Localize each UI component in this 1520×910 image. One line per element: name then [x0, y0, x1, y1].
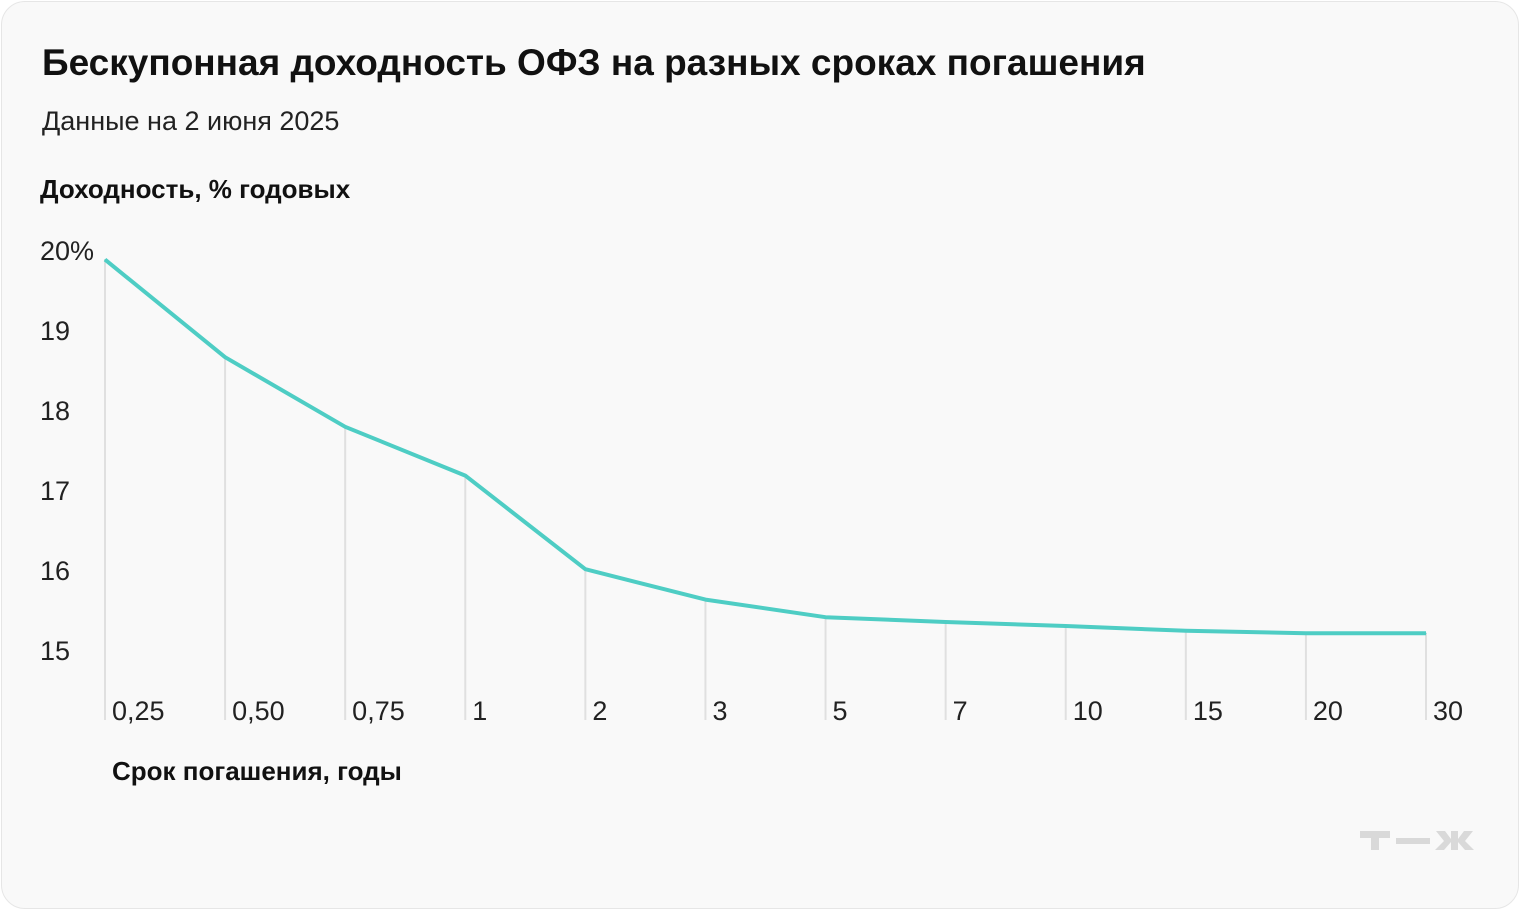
- data-point: [1425, 632, 1427, 634]
- x-tick-label: 1: [472, 696, 487, 726]
- y-tick-label: 17: [40, 476, 70, 506]
- y-tick-label: 16: [40, 556, 70, 586]
- data-point: [704, 599, 706, 601]
- x-tick-label: 0,25: [112, 696, 165, 726]
- y-tick-label: 19: [40, 316, 70, 346]
- y-tick-label: 18: [40, 396, 70, 426]
- data-point: [104, 259, 106, 261]
- x-tick-label: 5: [833, 696, 848, 726]
- x-tick-label: 15: [1193, 696, 1223, 726]
- data-point: [825, 616, 827, 618]
- x-tick-label: 3: [712, 696, 727, 726]
- data-point: [344, 426, 346, 428]
- x-tick-label: 2: [592, 696, 607, 726]
- x-tick-label: 0,75: [352, 696, 405, 726]
- x-tick-label: 20: [1313, 696, 1343, 726]
- x-tick-label: 0,50: [232, 696, 285, 726]
- data-point: [945, 621, 947, 623]
- y-axis-label: Доходность, % годовых: [40, 174, 351, 204]
- data-point: [1305, 632, 1307, 634]
- chart-title: Бескупонная доходность ОФЗ на разных сро…: [42, 42, 1146, 83]
- data-point: [464, 475, 466, 477]
- data-point: [224, 356, 226, 358]
- x-tick-label: 7: [953, 696, 968, 726]
- chart-subtitle: Данные на 2 июня 2025: [42, 106, 340, 136]
- data-point: [1185, 630, 1187, 632]
- yield-line: [103, 258, 1426, 636]
- data-point: [584, 568, 586, 570]
- y-tick-label: 15: [40, 636, 70, 666]
- x-axis-label: Срок погашения, годы: [112, 756, 402, 786]
- x-tick-label: 30: [1433, 696, 1463, 726]
- y-tick-label: 20%: [40, 236, 94, 266]
- data-point: [1065, 625, 1067, 627]
- x-tick-label: 10: [1073, 696, 1103, 726]
